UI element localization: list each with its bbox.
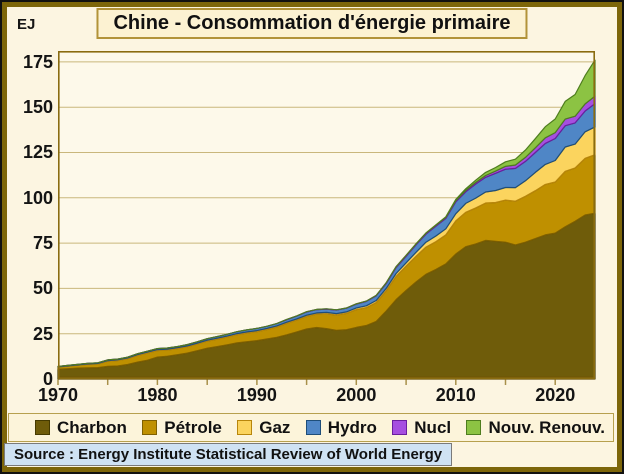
legend-swatch-gaz [237,420,253,435]
legend-label-p-trole: Pétrole [164,417,222,437]
y-axis-labels: 0 25 50 75 100 125 150 175 [7,51,53,389]
y-tick-label-75: 75 [32,233,53,254]
x-axis-labels: 1970 1980 1990 2000 2010 2020 [38,385,595,407]
legend-item-nucl: Nucl [392,418,451,438]
y-axis-unit-label: EJ [17,16,36,33]
x-tick-label-2010: 2010 [435,385,476,405]
legend-swatch-p-trole [142,420,158,435]
x-tick-label-1970: 1970 [37,385,79,405]
source-box: Source : Energy Institute Statistical Re… [4,443,453,466]
legend-swatch-charbon [35,420,50,435]
x-tick-label-2000: 2000 [336,385,377,405]
legend-item-nouv-renouv: Nouv. Renouv. [466,418,605,438]
y-tick-label-150: 150 [22,97,53,118]
legend-label-gaz: Gaz [259,417,291,437]
y-tick-label-0: 0 [42,369,53,389]
x-tick-label-1980: 1980 [137,385,178,405]
legend-swatch-nouv-renouv [466,420,482,435]
legend-label-hydro: Hydro [327,417,377,437]
legend-label-nouv-renouv: Nouv. Renouv. [488,417,605,437]
plot-frame [58,51,596,379]
chart-title-box: Chine - Consommation d'énergie primaire [96,8,528,39]
legend-swatch-nucl [392,420,408,435]
chart-title: Chine - Consommation d'énergie primaire [113,12,511,34]
legend-item-gaz: Gaz [237,418,290,438]
legend-item-hydro: Hydro [305,417,377,438]
stacked-area-plot [57,51,596,385]
legend-item-charbon: Charbon [35,418,127,438]
y-tick-label-125: 125 [22,142,53,163]
chart-canvas: EJ Chine - Consommation d'énergie primai… [4,7,617,467]
legend-label-charbon: Charbon [57,417,127,437]
legend-label-nucl: Nucl [414,417,452,437]
legend-item-p-trole: Pétrole [142,418,222,438]
legend-swatch-hydro [305,420,321,435]
legend: Charbon Pétrole Gaz Hydro Nucl Nouv. Renouv. [8,413,614,442]
x-tick-label-1990: 1990 [236,385,277,405]
y-tick-label-25: 25 [32,323,53,344]
y-tick-label-175: 175 [22,51,53,72]
y-tick-label-50: 50 [32,278,53,299]
x-tick-label-2020: 2020 [535,385,576,405]
y-tick-label-100: 100 [22,187,53,208]
source-text: Source : Energy Institute Statistical Re… [14,446,443,463]
